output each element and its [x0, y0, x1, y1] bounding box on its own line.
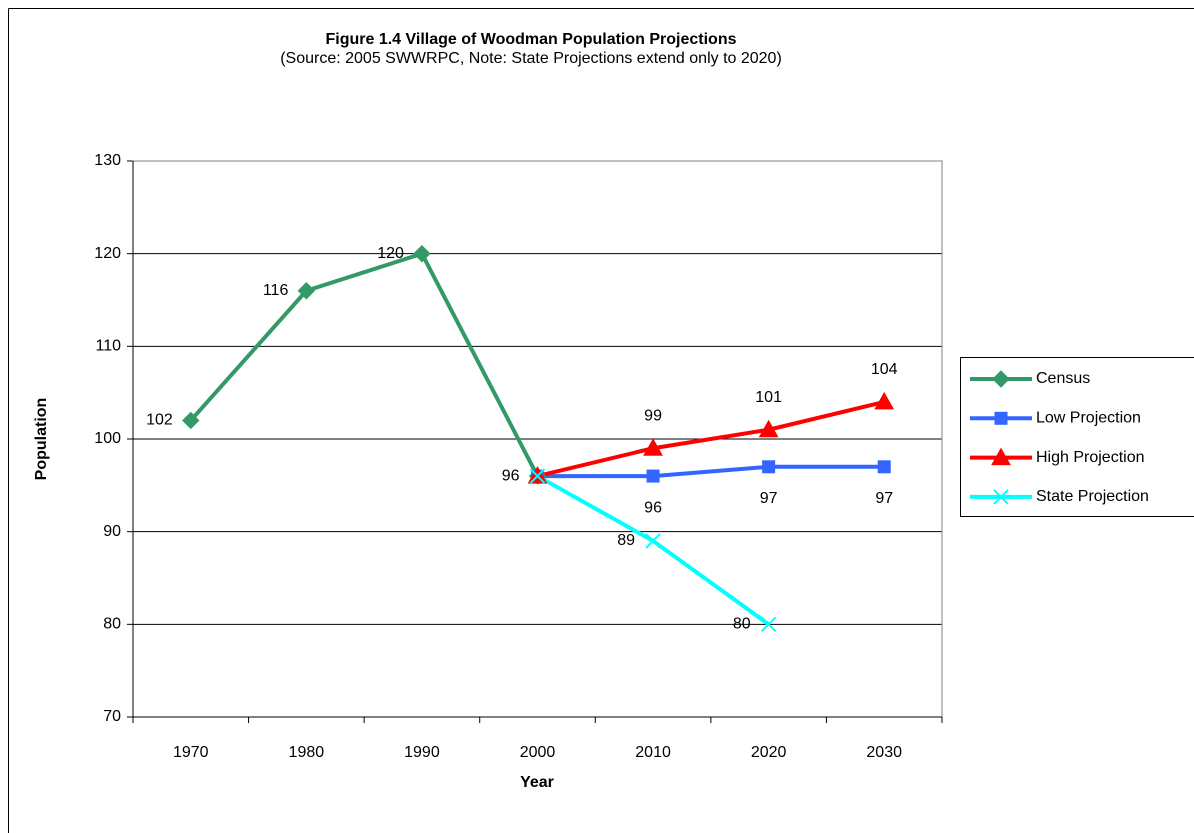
- y-axis-label: Population: [33, 398, 50, 481]
- x-tick-label: 2020: [751, 744, 787, 761]
- data-point: [762, 460, 776, 474]
- data-label: 102: [146, 412, 173, 429]
- data-point: [758, 419, 779, 438]
- x-axis-label: Year: [520, 774, 554, 791]
- data-label: 89: [617, 532, 635, 549]
- legend-marker: [991, 447, 1011, 466]
- x-tick-label: 1970: [173, 744, 209, 761]
- y-tick-label: 100: [94, 430, 121, 447]
- legend-marker: [993, 489, 1009, 505]
- y-tick-label: 80: [103, 616, 121, 633]
- series-line: [537, 464, 885, 479]
- data-label: 96: [644, 499, 662, 516]
- y-tick-label: 90: [103, 523, 121, 540]
- data-label: 97: [760, 490, 778, 507]
- data-point: [874, 391, 895, 410]
- data-label: 120: [377, 245, 404, 262]
- data-point: [646, 469, 660, 483]
- chart-title: Figure 1.4 Village of Woodman Population…: [325, 31, 736, 48]
- y-tick-label: 70: [103, 708, 121, 725]
- data-point: [413, 244, 431, 263]
- data-point: [182, 411, 200, 430]
- data-label: 97: [875, 490, 893, 507]
- legend-marker: [992, 370, 1010, 388]
- data-point: [645, 533, 661, 549]
- y-tick-label: 130: [94, 152, 121, 169]
- data-point: [877, 460, 891, 474]
- legend-marker: [994, 411, 1008, 425]
- data-label: 96: [502, 467, 520, 484]
- legend-label: High Projection: [1036, 449, 1145, 466]
- series-line: [189, 251, 540, 477]
- x-tick-label: 1990: [404, 744, 440, 761]
- data-label: 80: [733, 616, 751, 633]
- data-point: [760, 616, 777, 633]
- data-point: [529, 468, 546, 484]
- legend-label: State Projection: [1036, 488, 1149, 505]
- legend-label: Low Projection: [1036, 410, 1141, 427]
- data-label: 101: [755, 389, 782, 406]
- x-tick-label: 1980: [289, 744, 325, 761]
- series-line: [537, 399, 885, 479]
- y-tick-label: 120: [94, 245, 121, 262]
- chart-subtitle: (Source: 2005 SWWRPC, Note: State Projec…: [280, 50, 782, 67]
- data-label: 116: [263, 282, 289, 299]
- x-tick-label: 2030: [866, 744, 902, 761]
- data-point: [297, 282, 316, 300]
- data-label: 104: [871, 361, 898, 378]
- x-tick-label: 2000: [520, 744, 556, 761]
- data-point: [643, 438, 663, 456]
- x-tick-label: 2010: [635, 744, 671, 761]
- data-label: 99: [644, 407, 662, 424]
- y-tick-label: 110: [95, 338, 121, 355]
- legend-label: Census: [1036, 370, 1090, 387]
